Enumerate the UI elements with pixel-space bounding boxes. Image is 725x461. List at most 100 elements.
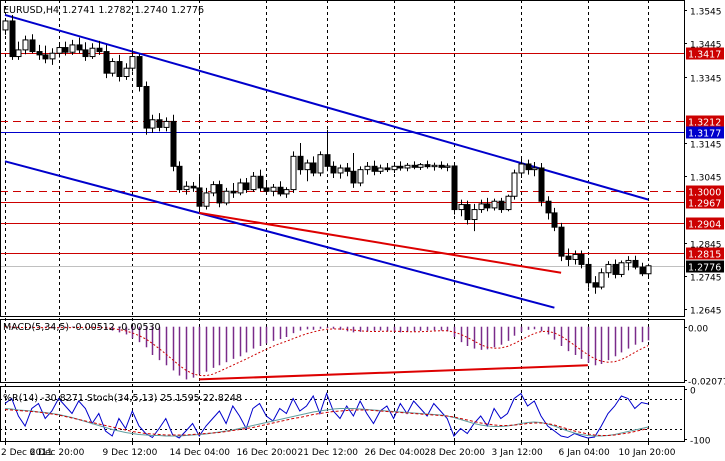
candle-down xyxy=(263,187,270,192)
candle-up xyxy=(364,165,371,171)
price-level-label: 1.3000 xyxy=(688,188,721,199)
price-level-label: 1.3417 xyxy=(688,50,721,61)
candle-down xyxy=(397,165,404,169)
candle-up xyxy=(391,165,398,171)
candle-down xyxy=(36,51,43,56)
macd-tick-label: 0.00 xyxy=(688,325,708,335)
candle-up xyxy=(163,120,170,128)
macd-pane[interactable]: MACD(5,34,5) -0.00512 -0.00530 xyxy=(3,322,650,381)
candle-down xyxy=(558,226,565,257)
pane-border xyxy=(0,386,685,442)
price-tick-label: 1.2645 xyxy=(690,307,722,317)
candle-up xyxy=(183,185,190,191)
candle-up xyxy=(458,204,465,211)
candle-up xyxy=(290,155,297,191)
candle-up xyxy=(357,169,364,184)
lower-channel-line xyxy=(4,160,555,309)
time-tick-label: 14 Dec 04:00 xyxy=(170,448,231,458)
candle-down xyxy=(371,165,378,172)
price-level-badge xyxy=(686,126,724,139)
candle-up xyxy=(304,162,311,171)
price-levels xyxy=(0,53,684,267)
candle-down xyxy=(464,204,471,221)
candle-up xyxy=(598,272,605,288)
candle-down xyxy=(612,263,619,275)
candle-up xyxy=(404,164,411,169)
price-level-badge xyxy=(686,196,724,209)
candle-down xyxy=(585,263,592,284)
candle-up xyxy=(89,47,96,58)
candle-up xyxy=(56,47,63,54)
candle-down xyxy=(257,175,264,189)
candle-down xyxy=(96,47,103,53)
candle-up xyxy=(417,164,424,168)
price-tick-label: 1.3045 xyxy=(690,174,722,184)
chart-title: EURUSD,H4 1.2741 1.2782 1.2740 1.2776 xyxy=(3,5,204,16)
price-level-badge xyxy=(686,115,724,128)
time-tick-label: 21 Dec 12:00 xyxy=(298,448,359,458)
candle-down xyxy=(116,61,123,78)
price-level-badge xyxy=(686,260,724,273)
price-level-label: 1.3212 xyxy=(688,118,721,129)
time-tick-label: 10 Jan 20:00 xyxy=(619,448,676,458)
time-tick-label: 3 Jan 12:00 xyxy=(492,448,544,458)
candle-up xyxy=(618,262,625,275)
candle-down xyxy=(277,186,284,195)
time-tick-label: 16 Dec 20:00 xyxy=(237,448,298,458)
candlesticks xyxy=(2,14,652,294)
candle-down xyxy=(310,162,317,174)
price-level-label: 1.2967 xyxy=(688,199,721,210)
candle-down xyxy=(411,164,418,168)
time-tick-label: 6 Jan 04:00 xyxy=(559,448,611,458)
candle-down xyxy=(438,164,445,168)
candle-down xyxy=(639,266,646,275)
candle-down xyxy=(538,167,545,202)
candle-down xyxy=(196,187,203,207)
candle-up xyxy=(431,164,438,168)
time-tick-label: 6 Dec 20:00 xyxy=(30,448,85,458)
candle-up xyxy=(478,203,485,211)
price-level-label: 1.2904 xyxy=(688,220,721,231)
candle-up xyxy=(203,192,210,207)
candle-up xyxy=(531,167,538,171)
candle-down xyxy=(545,200,552,214)
time-tick-label: 28 Dec 20:00 xyxy=(425,448,486,458)
candle-up xyxy=(444,165,451,168)
candle-up xyxy=(237,182,244,194)
candle-down xyxy=(424,164,431,168)
candle-up xyxy=(123,67,130,78)
candle-down xyxy=(297,155,304,171)
price-level-badge xyxy=(686,247,724,260)
oscillator-pane[interactable]: %R(14) -30.8271 Stoch(34,5,13) 25.1595 2… xyxy=(0,392,684,439)
oscillator-series-0 xyxy=(4,392,649,439)
candle-up xyxy=(149,119,156,129)
candle-up xyxy=(572,253,579,260)
candle-down xyxy=(170,120,177,167)
oscillator-title: %R(14) -30.8271 Stoch(34,5,13) 25.1595 2… xyxy=(3,393,242,404)
price-pane[interactable]: EURUSD,H4 1.2741 1.2782 1.2740 1.2776 xyxy=(0,5,684,309)
price-level-badge xyxy=(686,217,724,230)
price-level-badge xyxy=(686,185,724,198)
candle-down xyxy=(565,255,572,260)
candle-down xyxy=(384,167,391,171)
candle-down xyxy=(42,54,49,60)
candle-up xyxy=(2,20,9,31)
price-tick-label: 1.2745 xyxy=(690,274,722,284)
candle-up xyxy=(49,52,56,60)
candle-up xyxy=(283,189,290,195)
price-tick-label: 1.3345 xyxy=(690,75,722,85)
candle-down xyxy=(344,167,351,172)
candle-down xyxy=(103,51,110,74)
price-level-label: 1.2815 xyxy=(688,250,721,261)
candle-up xyxy=(223,190,230,204)
candle-up xyxy=(511,172,518,197)
candle-down xyxy=(324,154,331,167)
oscillator-lines xyxy=(0,392,684,439)
oscillator-tick-label: 0 xyxy=(690,387,696,397)
candle-down xyxy=(143,85,150,129)
oscillator-series-2 xyxy=(4,409,649,436)
candle-down xyxy=(230,190,237,194)
candle-down xyxy=(484,203,491,209)
candle-down xyxy=(592,282,599,288)
